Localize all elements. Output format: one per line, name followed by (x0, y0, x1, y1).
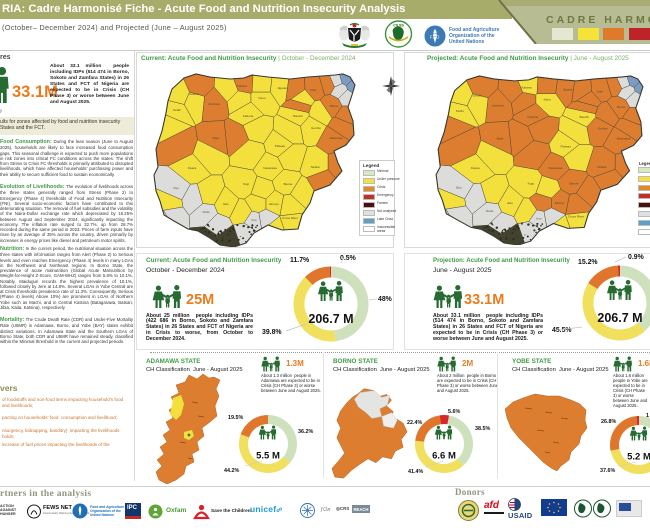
svg-text:Benue: Benue (284, 182, 293, 186)
svg-text:Niger: Niger (212, 136, 219, 140)
svg-text:Kwara: Kwara (471, 166, 480, 170)
svg-text:Nasarawa: Nasarawa (263, 166, 277, 170)
svg-text:Gombe: Gombe (598, 127, 608, 131)
svg-text:Edo: Edo (507, 201, 513, 205)
svg-text:5.2 M: 5.2 M (627, 452, 650, 463)
svg-text:Plateau: Plateau (561, 144, 572, 148)
svg-text:Jigawa: Jigawa (277, 86, 287, 90)
svg-text:206.7 M: 206.7 M (308, 312, 353, 326)
svg-text:Niger: Niger (496, 137, 503, 141)
svg-text:Cross River: Cross River (568, 215, 584, 219)
svg-text:Ondo: Ondo (486, 209, 494, 213)
svg-text:Ebonyi: Ebonyi (555, 201, 565, 205)
svg-text:Nasarawa: Nasarawa (549, 166, 563, 170)
svg-text:206.7 M: 206.7 M (597, 311, 642, 325)
svg-text:Kaduna: Kaduna (528, 115, 539, 119)
svg-text:Kebbi: Kebbi (456, 109, 464, 113)
svg-text:Oyo: Oyo (173, 186, 179, 190)
svg-text:Kano: Kano (258, 96, 265, 100)
svg-text:5.5 M: 5.5 M (256, 451, 280, 462)
svg-text:Bauchi: Bauchi (293, 114, 303, 118)
svg-text:Cross River: Cross River (282, 216, 298, 220)
svg-text:Katsina: Katsina (522, 86, 533, 90)
svg-text:Borno: Borno (330, 104, 338, 108)
svg-text:Adamawa: Adamawa (617, 137, 631, 141)
svg-text:Jigawa: Jigawa (563, 88, 573, 92)
svg-text:Bauchi: Bauchi (580, 115, 590, 119)
svg-text:Kwara: Kwara (188, 166, 197, 170)
svg-text:Borno: Borno (617, 105, 626, 109)
svg-text:Imo: Imo (251, 218, 256, 222)
svg-text:Kogi: Kogi (528, 182, 534, 186)
svg-text:CILSS: CILSS (393, 24, 404, 28)
svg-text:Gombe: Gombe (311, 126, 321, 130)
svg-text:Taraba: Taraba (597, 165, 607, 169)
svg-text:Zamfara: Zamfara (492, 103, 504, 107)
svg-text:FAO: FAO (430, 35, 440, 40)
svg-text:6.6 M: 6.6 M (432, 451, 456, 462)
svg-text:Ebonyi: Ebonyi (269, 202, 279, 206)
svg-text:Kaduna: Kaduna (243, 114, 254, 118)
svg-text:Sokoto: Sokoto (472, 94, 482, 98)
svg-text:Kebbi: Kebbi (173, 108, 181, 112)
svg-text:Katsina: Katsina (237, 84, 247, 88)
svg-text:Benue: Benue (570, 182, 579, 186)
svg-text:Oyo: Oyo (456, 185, 462, 189)
svg-text:Imo: Imo (536, 217, 541, 221)
svg-text:Sokoto: Sokoto (189, 92, 199, 96)
svg-text:Yobe: Yobe (596, 90, 603, 94)
svg-text:Yobe: Yobe (310, 88, 317, 92)
svg-text:Ondo: Ondo (202, 210, 210, 214)
svg-text:Kano: Kano (544, 97, 552, 101)
svg-text:Kogi: Kogi (243, 182, 249, 186)
svg-text:Plateau: Plateau (275, 144, 286, 148)
svg-text:Taraba: Taraba (310, 165, 320, 169)
svg-text:Zamfara: Zamfara (208, 102, 220, 106)
svg-text:Adamawa: Adamawa (329, 136, 343, 140)
svg-text:Edo: Edo (223, 202, 229, 206)
